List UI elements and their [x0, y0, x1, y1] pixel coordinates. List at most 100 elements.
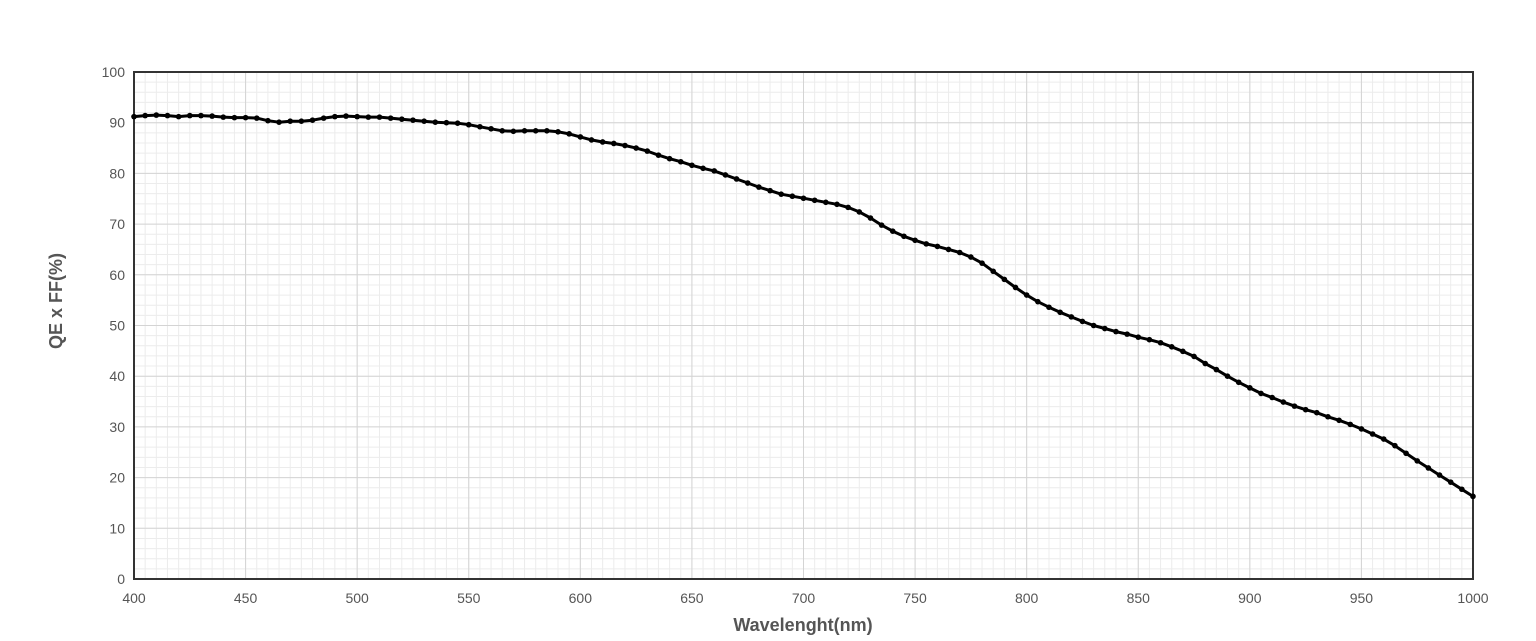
- data-point: [387, 115, 394, 121]
- data-point: [644, 148, 651, 154]
- data-point: [1414, 458, 1421, 464]
- data-point: [923, 241, 930, 247]
- data-point: [1369, 431, 1376, 437]
- data-point: [1180, 348, 1186, 355]
- data-point: [532, 128, 539, 134]
- data-point: [1291, 403, 1298, 409]
- y-tick-labels: 0 10 20 30 40 50 60 70 80 90 100: [102, 64, 126, 587]
- x-tick-labels: 400 450 500 550 600 650 700 750 800 850 900 950 1000: [122, 590, 1488, 606]
- x-axis-title: Wavelenght(nm): [733, 615, 872, 635]
- data-point: [1313, 409, 1320, 416]
- data-point: [454, 120, 461, 127]
- data-point: [309, 117, 316, 123]
- data-point: [320, 115, 327, 121]
- data-point: [588, 137, 595, 143]
- data-point: [1046, 304, 1052, 311]
- data-point: [1403, 450, 1409, 457]
- data-point: [521, 128, 528, 134]
- data-point: [1459, 486, 1465, 493]
- data-point: [410, 117, 416, 123]
- data-point: [1470, 493, 1476, 500]
- data-point: [1068, 314, 1075, 320]
- x-tick-label: 750: [903, 590, 927, 606]
- data-point: [744, 180, 751, 186]
- data-point: [1425, 465, 1432, 471]
- data-point: [131, 113, 137, 120]
- data-point: [276, 119, 282, 125]
- data-point: [711, 168, 718, 174]
- y-tick-label: 0: [117, 571, 125, 587]
- data-point: [1325, 413, 1331, 420]
- data-point: [577, 134, 584, 140]
- data-point: [1258, 390, 1264, 397]
- data-point: [1012, 284, 1019, 291]
- data-point: [1023, 292, 1030, 298]
- data-point: [555, 129, 561, 135]
- data-point: [945, 246, 952, 253]
- data-point: [1079, 318, 1086, 325]
- data-point: [845, 204, 851, 211]
- data-point: [1224, 373, 1231, 380]
- data-point: [633, 145, 639, 151]
- x-tick-label: 600: [569, 590, 593, 606]
- data-point: [544, 128, 550, 134]
- data-point: [242, 114, 249, 121]
- data-point: [198, 112, 204, 119]
- data-point: [287, 118, 294, 124]
- data-point: [1157, 339, 1164, 346]
- data-point: [666, 155, 673, 162]
- data-point: [175, 113, 182, 120]
- data-point: [432, 119, 439, 125]
- data-point: [956, 249, 963, 256]
- x-tick-label: 500: [345, 590, 369, 606]
- x-tick-label: 550: [457, 590, 481, 606]
- y-tick-label: 100: [102, 64, 126, 80]
- data-point: [477, 123, 483, 130]
- data-point: [655, 152, 662, 158]
- data-point: [510, 128, 517, 135]
- x-tick-label: 450: [234, 590, 258, 606]
- x-tick-label: 700: [792, 590, 816, 606]
- x-tick-label: 850: [1127, 590, 1151, 606]
- plot-frame: [133, 71, 1474, 580]
- data-point: [823, 199, 829, 206]
- x-tick-label: 900: [1238, 590, 1262, 606]
- data-point: [1247, 385, 1253, 391]
- x-tick-label: 950: [1350, 590, 1374, 606]
- series-markers: [131, 112, 1476, 500]
- data-point: [700, 165, 706, 172]
- data-point: [1280, 399, 1287, 405]
- data-point: [990, 268, 996, 275]
- data-point: [253, 115, 260, 121]
- y-tick-label: 10: [109, 520, 125, 536]
- y-tick-label: 30: [109, 419, 125, 435]
- data-point: [1436, 472, 1443, 478]
- data-point: [901, 233, 907, 240]
- data-point: [265, 117, 271, 124]
- x-tick-label: 650: [680, 590, 704, 606]
- data-point: [722, 172, 729, 178]
- data-point: [599, 139, 606, 145]
- data-point: [867, 215, 874, 221]
- data-point: [1269, 394, 1275, 401]
- data-point: [1168, 343, 1175, 350]
- data-point: [968, 254, 974, 260]
- y-tick-label: 40: [109, 368, 125, 384]
- data-point: [1113, 328, 1119, 335]
- data-point: [856, 209, 863, 215]
- data-point: [1101, 325, 1108, 332]
- data-point: [443, 119, 450, 126]
- data-point: [1302, 406, 1309, 413]
- data-point: [354, 113, 360, 120]
- data-point: [499, 128, 506, 134]
- data-point: [878, 222, 885, 228]
- data-point: [622, 142, 628, 149]
- data-point: [1146, 336, 1153, 343]
- data-point: [376, 114, 383, 120]
- data-point: [220, 114, 227, 120]
- data-point: [912, 237, 918, 244]
- data-point: [811, 197, 818, 204]
- data-point: [186, 112, 193, 119]
- data-point: [1090, 322, 1097, 329]
